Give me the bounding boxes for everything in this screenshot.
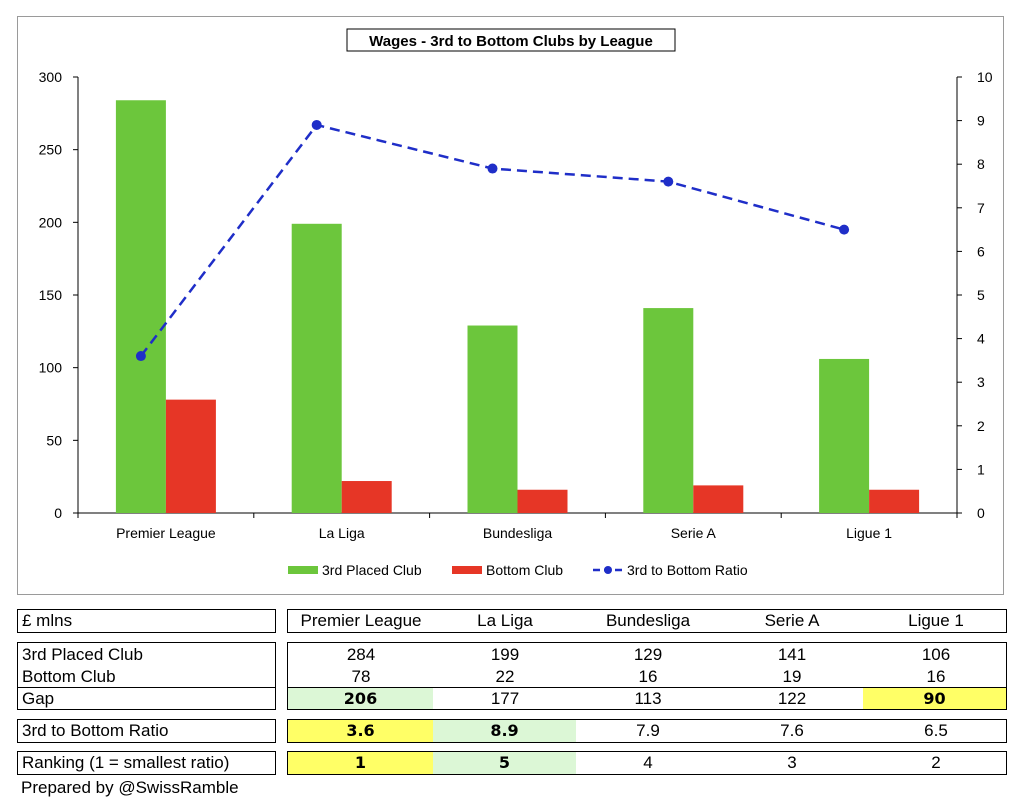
legend-swatch-bottom-club — [452, 566, 482, 574]
bottom-value-premier-league: 78 — [351, 667, 371, 686]
table-ratio-values-box: 3.6 8.9 7.9 7.6 6.5 — [287, 719, 1007, 743]
table-header-ligue-1: Ligue 1 — [908, 611, 964, 630]
table-header-la-liga: La Liga — [477, 611, 533, 630]
row-label-ranking: Ranking (1 = smallest ratio) — [22, 753, 230, 772]
ratio-value-bundesliga: 7.9 — [636, 721, 660, 740]
row-label-ratio: 3rd to Bottom Ratio — [22, 721, 169, 740]
y2-tick-label-7: 7 — [977, 200, 985, 216]
bottom-value-ligue-1: 16 — [926, 667, 946, 686]
gap-value-bundesliga: 113 — [634, 689, 662, 708]
wages-chart: Wages - 3rd to Bottom Clubs by League050… — [39, 28, 993, 578]
bar-3rd-placed-club-premier-league — [115, 100, 166, 514]
point-3rd-to-bottom-ratio-ligue-1 — [839, 224, 850, 235]
table-header-bundesliga: Bundesliga — [605, 611, 691, 630]
legend-label-3rd-placed-club: 3rd Placed Club — [322, 562, 422, 578]
legend-swatch-3rd-placed-club — [288, 566, 318, 574]
table-wages-labels-box: 3rd Placed Club Bottom Club Gap — [17, 642, 276, 710]
y-tick-label-0: 0 — [54, 505, 62, 521]
bar-3rd-placed-club-serie-a — [643, 308, 694, 513]
y2-tick-label-10: 10 — [977, 69, 993, 85]
point-3rd-to-bottom-ratio-bundesliga — [487, 163, 498, 174]
ratio-value-la-liga: 8.9 — [433, 720, 576, 742]
bar-3rd-placed-club-la-liga — [291, 223, 342, 513]
row-label-bottom-club: Bottom Club — [22, 667, 116, 686]
bar-bottom-club-ligue-1 — [869, 489, 920, 513]
gap-value-serie-a: 122 — [777, 689, 807, 708]
ranking-value-bundesliga: 4 — [643, 753, 653, 772]
bar-bottom-club-bundesliga — [517, 489, 568, 513]
y-tick-label-50: 50 — [46, 432, 62, 448]
third-value-serie-a: 141 — [777, 645, 807, 664]
table-wages-values-box: 284 199 129 141 106 78 22 16 19 16 206 1… — [287, 642, 1007, 710]
gap-value-la-liga: 177 — [490, 689, 520, 708]
point-3rd-to-bottom-ratio-la-liga — [311, 119, 322, 130]
y2-tick-label-2: 2 — [977, 418, 985, 434]
legend-marker-3rd-to-bottom-ratio — [604, 566, 612, 574]
x-tick-label-ligue-1: Ligue 1 — [846, 525, 892, 541]
legend-label-bottom-club: Bottom Club — [486, 562, 563, 578]
ratio-value-premier-league: 3.6 — [288, 720, 433, 742]
line-3rd-to-bottom-ratio — [139, 123, 845, 357]
gap-value-premier-league: 206 — [288, 688, 433, 709]
ranking-value-ligue-1: 2 — [931, 753, 941, 772]
y2-tick-label-4: 4 — [977, 331, 985, 347]
y2-tick-label-5: 5 — [977, 287, 985, 303]
y2-tick-label-1: 1 — [977, 461, 985, 477]
bar-3rd-placed-club-bundesliga — [467, 325, 518, 513]
third-value-ligue-1: 106 — [921, 645, 951, 664]
bar-3rd-placed-club-ligue-1 — [819, 358, 870, 513]
table-ranking-values-box: 1 5 4 3 2 — [287, 751, 1007, 775]
y-tick-label-250: 250 — [39, 142, 63, 158]
bar-bottom-club-la-liga — [341, 481, 392, 513]
y2-tick-label-3: 3 — [977, 374, 985, 390]
table-ranking-label-box: Ranking (1 = smallest ratio) — [17, 751, 276, 775]
x-tick-label-la-liga: La Liga — [319, 525, 365, 541]
footer-credit: Prepared by @SwissRamble — [21, 778, 239, 797]
y2-tick-label-0: 0 — [977, 505, 985, 521]
ranking-value-serie-a: 3 — [787, 753, 797, 772]
point-3rd-to-bottom-ratio-serie-a — [663, 176, 674, 187]
table-header-serie-a: Serie A — [764, 611, 820, 630]
table-ratio-label-box: 3rd to Bottom Ratio — [17, 719, 276, 743]
table-header-box: Premier League La Liga Bundesliga Serie … — [287, 609, 1007, 633]
gap-value-ligue-1: 90 — [863, 688, 1006, 709]
ratio-value-ligue-1: 6.5 — [924, 721, 948, 740]
point-3rd-to-bottom-ratio-premier-league — [135, 351, 146, 362]
x-tick-label-premier-league: Premier League — [116, 525, 216, 541]
third-value-la-liga: 199 — [490, 645, 520, 664]
table-header-premier-league: Premier League — [300, 611, 422, 630]
bar-bottom-club-serie-a — [693, 485, 744, 513]
y-tick-label-300: 300 — [39, 69, 63, 85]
ratio-value-serie-a: 7.6 — [780, 721, 804, 740]
table-unit-box: £ mlns — [17, 609, 276, 633]
ranking-value-la-liga: 5 — [433, 752, 576, 774]
bottom-value-la-liga: 22 — [495, 667, 515, 686]
bottom-value-bundesliga: 16 — [638, 667, 658, 686]
bottom-value-serie-a: 19 — [782, 667, 802, 686]
table-unit-label: £ mlns — [22, 611, 73, 630]
ranking-value-premier-league: 1 — [288, 752, 433, 774]
x-tick-label-serie-a: Serie A — [671, 525, 717, 541]
bar-bottom-club-premier-league — [165, 399, 216, 513]
chart-title-box — [346, 28, 676, 52]
y-tick-label-200: 200 — [39, 214, 63, 230]
y2-tick-label-8: 8 — [977, 156, 985, 172]
chart-title: Wages - 3rd to Bottom Clubs by League — [369, 33, 653, 50]
x-tick-label-bundesliga: Bundesliga — [483, 525, 552, 541]
third-value-premier-league: 284 — [346, 645, 376, 664]
third-value-bundesliga: 129 — [633, 645, 663, 664]
y2-tick-label-6: 6 — [977, 243, 985, 259]
y2-tick-label-9: 9 — [977, 113, 985, 129]
chart-frame: Wages - 3rd to Bottom Clubs by League 0 50… — [17, 16, 1004, 595]
y-tick-label-150: 150 — [39, 287, 63, 303]
row-label-third-placed: 3rd Placed Club — [22, 645, 143, 664]
row-label-gap: Gap — [22, 689, 55, 708]
legend-label-3rd-to-bottom-ratio: 3rd to Bottom Ratio — [627, 562, 748, 578]
y-tick-label-100: 100 — [39, 360, 63, 376]
